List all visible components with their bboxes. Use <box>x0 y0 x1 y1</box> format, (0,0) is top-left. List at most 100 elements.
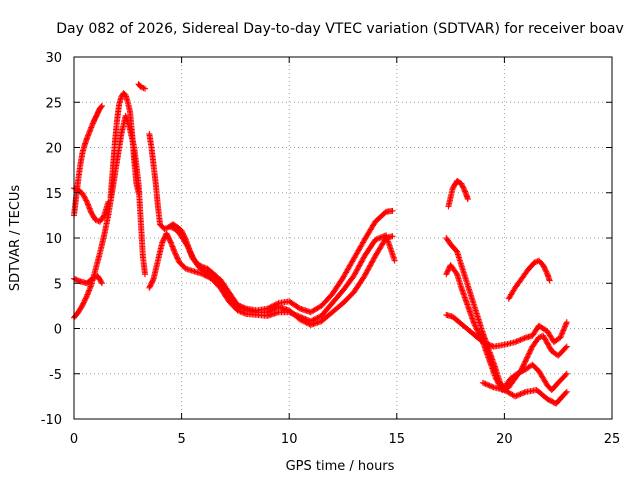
data-point <box>271 305 278 312</box>
data-point <box>81 298 88 305</box>
data-point <box>458 181 465 188</box>
data-point <box>514 392 521 399</box>
data-point <box>166 236 173 243</box>
data-point <box>531 259 538 266</box>
data-point <box>475 330 482 337</box>
data-point <box>218 282 225 289</box>
data-point <box>82 296 89 303</box>
axis-ticks: 0 5 10 15 20 25 -10 -5 0 5 10 15 20 25 30 <box>41 51 621 447</box>
data-points <box>71 81 570 407</box>
data-point <box>352 270 359 277</box>
data-point <box>526 350 533 357</box>
data-point <box>213 274 220 281</box>
series-track-5 <box>107 90 142 201</box>
data-point <box>92 216 99 223</box>
data-point <box>239 304 246 311</box>
data-point <box>526 349 533 356</box>
data-point <box>494 379 501 386</box>
data-point <box>521 335 528 342</box>
data-point <box>218 283 225 290</box>
data-point <box>162 225 169 232</box>
data-point <box>486 382 493 389</box>
data-point <box>517 391 524 398</box>
data-point <box>303 319 310 326</box>
data-point <box>362 270 369 277</box>
data-point <box>79 301 86 308</box>
data-point <box>462 188 469 195</box>
data-point <box>159 238 166 245</box>
data-point <box>72 185 79 192</box>
data-point <box>363 269 370 276</box>
series-track-15 <box>505 257 553 302</box>
data-point <box>358 258 365 265</box>
data-point <box>481 380 488 387</box>
data-point <box>459 183 466 190</box>
data-point <box>216 279 223 286</box>
data-point <box>142 85 149 92</box>
data-point <box>219 285 226 292</box>
data-point <box>545 341 552 348</box>
data-point <box>559 330 566 337</box>
data-point <box>370 257 377 264</box>
data-point <box>461 187 468 194</box>
data-point <box>173 252 180 259</box>
data-point <box>544 340 551 347</box>
data-point <box>471 320 478 327</box>
data-point <box>299 317 306 324</box>
data-point <box>173 254 180 261</box>
data-point <box>267 307 274 314</box>
data-point <box>482 380 489 387</box>
data-point <box>517 336 524 343</box>
data-point <box>264 309 271 316</box>
data-point <box>356 262 363 269</box>
data-point <box>545 342 552 349</box>
series-track-6 <box>135 81 149 92</box>
data-point <box>184 242 191 249</box>
data-point <box>481 339 488 346</box>
data-point <box>270 306 277 313</box>
series-track-11 <box>443 235 570 394</box>
series-track-13 <box>443 311 570 350</box>
data-point <box>472 323 479 330</box>
data-point <box>353 267 360 274</box>
data-point <box>516 337 523 344</box>
data-point <box>172 250 179 257</box>
data-point <box>350 273 357 280</box>
data-point <box>147 282 154 289</box>
data-point <box>377 234 384 241</box>
data-point <box>524 353 531 360</box>
data-point <box>513 338 520 345</box>
data-point <box>540 334 547 341</box>
series-track-8 <box>146 230 398 325</box>
data-point <box>563 388 570 395</box>
data-point <box>521 359 528 366</box>
data-point <box>160 236 167 243</box>
data-point <box>369 258 376 265</box>
data-point <box>164 233 171 240</box>
data-point <box>79 190 86 197</box>
data-point <box>148 279 155 286</box>
data-point <box>560 327 567 334</box>
data-point <box>370 255 377 262</box>
data-point <box>148 280 155 287</box>
data-point <box>268 307 275 314</box>
data-point <box>165 235 172 242</box>
data-point <box>535 334 542 341</box>
data-point <box>215 278 222 285</box>
data-point <box>458 180 465 187</box>
data-point <box>233 302 240 309</box>
data-point <box>445 267 452 274</box>
data-point <box>165 234 172 241</box>
x-tick-label: 0 <box>70 432 78 447</box>
data-point <box>359 257 366 264</box>
y-tick-label: 0 <box>54 323 62 338</box>
data-point <box>201 264 208 271</box>
data-point <box>473 326 480 333</box>
data-point <box>296 316 303 323</box>
data-point <box>98 280 105 287</box>
data-point <box>560 326 567 333</box>
data-point <box>389 207 396 214</box>
data-point <box>357 259 364 266</box>
data-point <box>366 263 373 270</box>
